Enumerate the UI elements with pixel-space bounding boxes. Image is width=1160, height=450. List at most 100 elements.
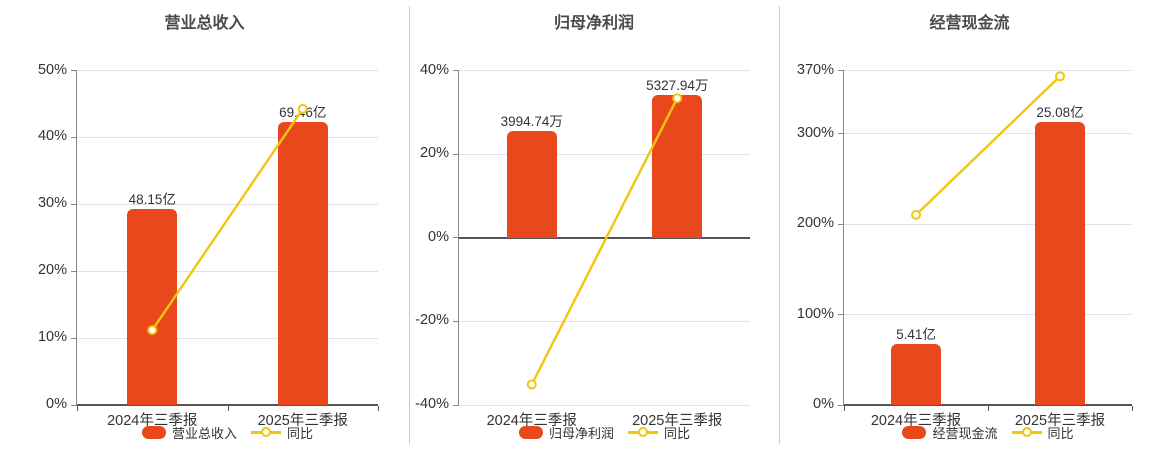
bar-value-label: 25.08亿	[1036, 104, 1084, 120]
y-axis-tick	[453, 70, 459, 71]
y-tick-label: 300%	[796, 124, 834, 141]
gridline	[844, 223, 1132, 225]
y-tick-label: 0%	[428, 228, 449, 245]
bar[interactable]	[127, 208, 178, 405]
line-legend-circle	[1021, 427, 1032, 437]
y-tick-label: 0%	[46, 396, 67, 412]
y-axis-tick	[71, 270, 77, 272]
x-axis-tick	[378, 406, 379, 411]
gridline	[844, 133, 1132, 135]
bar[interactable]	[277, 121, 328, 405]
x-category-label: 2024年三季报	[870, 413, 962, 429]
y-axis-tick	[453, 153, 459, 155]
y-axis-tick	[838, 70, 844, 71]
bar-legend-swatch	[518, 425, 543, 439]
y-axis-tick	[838, 223, 844, 225]
legend-item-bar[interactable]: 经营现金流	[902, 423, 998, 442]
y-tick-label: -40%	[415, 396, 449, 412]
legend-item-line[interactable]: 同比	[1011, 423, 1074, 442]
legend-item-bar[interactable]: 营业总收入	[141, 423, 237, 442]
bar-legend-swatch	[902, 425, 927, 439]
x-category-label: 2025年三季报	[632, 413, 723, 429]
line-legend-glyph	[1011, 426, 1042, 439]
legend-label: 归母净利润	[548, 425, 614, 441]
bar-value-label: 48.15亿	[128, 191, 176, 207]
y-axis-tick	[71, 70, 77, 71]
bar[interactable]	[506, 130, 557, 238]
legend-label: 同比	[287, 425, 314, 441]
bar[interactable]	[891, 343, 941, 405]
gridline	[77, 270, 378, 272]
y-tick-label: 50%	[37, 61, 67, 78]
y-tick-label: 370%	[796, 61, 834, 78]
y-axis-line	[458, 70, 459, 406]
y-tick-label: -20%	[415, 312, 449, 329]
y-tick-label: 20%	[37, 262, 67, 279]
yoy-marker[interactable]	[1055, 71, 1065, 82]
chart-panel-net-profit: 归母净利润 -40% -20% 0% 20% 40% 3994.74万 5327.94万 202…	[409, 0, 779, 450]
yoy-marker[interactable]	[526, 379, 537, 390]
legend-label: 同比	[664, 425, 691, 441]
chart-panel-revenue: 营业总收入 0% 10% 20% 30% 40% 50% 48.15亿 69.46亿 2024年三…	[0, 0, 409, 450]
legend: 营业总收入 同比	[77, 423, 378, 441]
gridline	[77, 70, 378, 71]
bar-value-label: 3994.74万	[500, 113, 563, 129]
bar[interactable]	[652, 95, 703, 238]
y-tick-label: 30%	[37, 195, 67, 212]
y-tick-label: 10%	[37, 329, 67, 346]
y-tick-label: 200%	[796, 215, 834, 232]
y-axis-tick	[838, 404, 844, 406]
chart-panel-cash-flow: 经营现金流 0% 100% 200% 300% 370% 5.41亿 25.08亿 2024年三…	[779, 0, 1160, 450]
y-tick-label: 20%	[419, 145, 449, 162]
y-axis-tick	[838, 133, 844, 135]
gridline	[77, 136, 378, 138]
bar-value-label: 5.41亿	[896, 326, 936, 342]
legend: 归母净利润 同比	[459, 423, 750, 441]
y-axis-tick	[453, 320, 459, 322]
x-category-label: 2024年三季报	[107, 413, 198, 429]
zero-axis-line	[459, 236, 750, 239]
legend-item-line[interactable]: 同比	[628, 423, 690, 442]
bar-value-label: 5327.94万	[646, 78, 709, 94]
gridline	[459, 320, 750, 322]
gridline	[77, 337, 378, 339]
bar-legend-swatch	[141, 425, 166, 439]
x-category-label: 2024年三季报	[486, 413, 577, 429]
legend-label: 同比	[1047, 425, 1074, 441]
panel-divider	[409, 6, 410, 444]
legend-item-bar[interactable]: 归母净利润	[518, 423, 614, 442]
legend-item-line[interactable]: 同比	[251, 423, 313, 442]
chart-title: 归母净利润	[553, 15, 634, 32]
y-axis-tick	[71, 404, 77, 406]
bar[interactable]	[1035, 121, 1085, 405]
gridline	[844, 70, 1132, 71]
y-axis-tick	[71, 203, 77, 205]
legend: 经营现金流 同比	[844, 423, 1132, 441]
chart-title: 经营现金流	[929, 15, 1010, 32]
line-legend-circle	[261, 427, 271, 437]
x-axis-tick	[1132, 406, 1133, 411]
y-axis-tick	[453, 404, 459, 406]
y-axis-tick	[838, 314, 844, 316]
legend-label: 营业总收入	[171, 425, 237, 441]
x-category-label: 2025年三季报	[1014, 413, 1106, 429]
yoy-marker[interactable]	[911, 209, 921, 220]
x-axis-tick	[227, 406, 229, 411]
x-axis-tick	[988, 406, 989, 411]
zero-axis-line	[77, 404, 378, 406]
y-tick-label: 40%	[37, 128, 67, 145]
yoy-line-layer	[911, 71, 1065, 220]
gridline	[459, 70, 750, 71]
y-tick-label: 0%	[813, 396, 834, 412]
y-tick-label: 40%	[419, 61, 449, 78]
x-axis-tick	[844, 406, 845, 411]
gridline	[459, 404, 750, 406]
y-axis-tick	[71, 337, 77, 339]
line-legend-glyph	[251, 426, 281, 439]
y-tick-label: 100%	[796, 305, 834, 322]
line-legend-glyph	[628, 426, 658, 439]
y-axis-tick	[453, 237, 459, 239]
zero-axis-line	[844, 404, 1132, 406]
y-axis-line	[76, 70, 77, 406]
